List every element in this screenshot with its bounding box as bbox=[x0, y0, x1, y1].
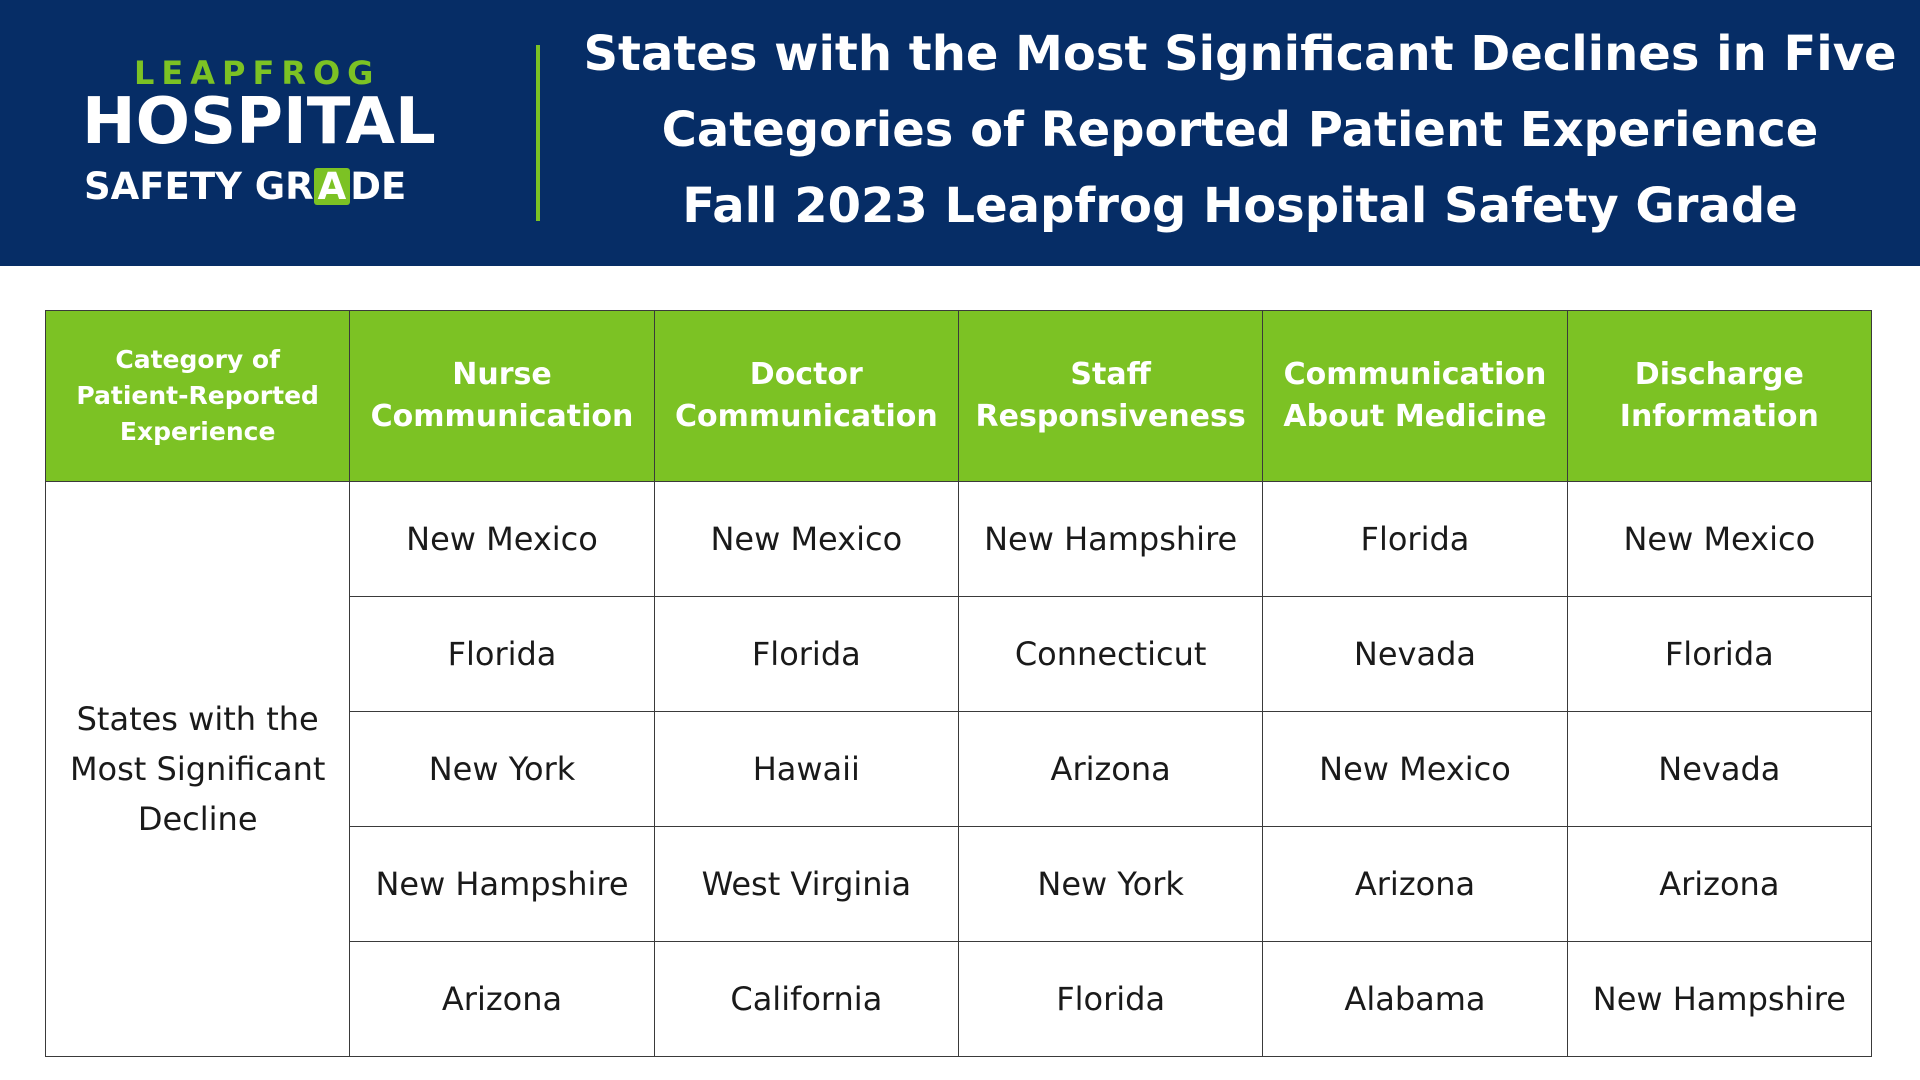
table-cell: Arizona bbox=[1262, 826, 1568, 942]
row-label-line-1: States with the bbox=[76, 700, 319, 738]
header-doctor-communication: Doctor Communication bbox=[653, 310, 959, 482]
table-cell: Arizona bbox=[349, 941, 655, 1057]
table-header-row: Category of Patient-Reported Experience … bbox=[44, 310, 1873, 482]
table-cell: New Hampshire bbox=[957, 481, 1264, 597]
leapfrog-logo: LEAPFROG HOSPITAL SAFETY GR A DE bbox=[82, 50, 436, 220]
header-nurse-communication: Nurse Communication bbox=[349, 310, 655, 482]
header-line-2: Communication bbox=[370, 399, 634, 434]
page-title: States with the Most Significant Decline… bbox=[560, 16, 1920, 244]
table-cell: Arizona bbox=[957, 711, 1264, 827]
logo-safety-grade-pre: SAFETY GR bbox=[84, 165, 314, 208]
header-line-2: About Medicine bbox=[1283, 399, 1547, 434]
table-cell: West Virginia bbox=[653, 826, 959, 942]
logo-hospital-text: HOSPITAL bbox=[82, 85, 436, 159]
header-category-line-1: Category of bbox=[115, 345, 280, 374]
header-line-1: Staff bbox=[1070, 357, 1151, 392]
table-cell: Alabama bbox=[1262, 941, 1568, 1057]
table-cell: Florida bbox=[957, 941, 1264, 1057]
header-divider bbox=[536, 45, 540, 221]
logo-grade-badge: A bbox=[313, 168, 351, 205]
header-banner: LEAPFROG HOSPITAL SAFETY GR A DE States wi… bbox=[0, 0, 1920, 266]
header-line-2: Communication bbox=[674, 399, 938, 434]
table-cell: New Hampshire bbox=[1566, 941, 1873, 1057]
table-cell: Florida bbox=[1262, 481, 1568, 597]
table-cell: New York bbox=[349, 711, 655, 827]
header-category: Category of Patient-Reported Experience bbox=[44, 310, 351, 482]
header-line-1: Nurse bbox=[452, 357, 552, 392]
row-label-line-3: Decline bbox=[137, 800, 258, 838]
table-cell: Florida bbox=[349, 596, 655, 712]
table-cell: California bbox=[653, 941, 959, 1057]
table-row: New Hampshire West Virginia New York Ari… bbox=[46, 826, 1873, 942]
header-line-1: Communication bbox=[1283, 357, 1547, 392]
table-cell: Connecticut bbox=[957, 596, 1264, 712]
table-cell: New Mexico bbox=[653, 481, 959, 597]
table-cell: Arizona bbox=[1566, 826, 1873, 942]
logo-leapfrog-text: LEAPFROG bbox=[134, 54, 381, 92]
table-row: Arizona California Florida Alabama New H… bbox=[46, 941, 1873, 1057]
title-line-1: States with the Most Significant Decline… bbox=[583, 26, 1897, 82]
header-line-1: Doctor bbox=[749, 357, 863, 392]
table-cell: New York bbox=[957, 826, 1264, 942]
header-category-line-3: Experience bbox=[119, 417, 276, 446]
row-label-line-2: Most Significant bbox=[69, 750, 326, 788]
header-line-2: Information bbox=[1619, 399, 1819, 434]
table-row: New York Hawaii Arizona New Mexico Nevad… bbox=[46, 711, 1873, 827]
table-cell: New Hampshire bbox=[349, 826, 655, 942]
table-row: Florida Florida Connecticut Nevada Flori… bbox=[46, 596, 1873, 712]
table-cell: Nevada bbox=[1566, 711, 1873, 827]
table-cell: New Mexico bbox=[1262, 711, 1568, 827]
table-row: States with the Most Significant Decline… bbox=[44, 481, 1873, 1057]
row-label-most-significant-decline: States with the Most Significant Decline bbox=[44, 481, 351, 1057]
title-line-2: Categories of Reported Patient Experienc… bbox=[661, 102, 1819, 158]
table-cell: New Mexico bbox=[1566, 481, 1873, 597]
declines-table: Category of Patient-Reported Experience … bbox=[44, 310, 1873, 1057]
table-cell: New Mexico bbox=[349, 481, 655, 597]
table-cell: Nevada bbox=[1262, 596, 1568, 712]
header-staff-responsiveness: Staff Responsiveness bbox=[957, 310, 1264, 482]
header-line-1: Discharge bbox=[1634, 357, 1804, 392]
logo-safety-grade-post: DE bbox=[350, 165, 407, 208]
logo-safety-grade-text: SAFETY GR A DE bbox=[84, 168, 406, 205]
table-cell: Florida bbox=[1566, 596, 1873, 712]
header-line-2: Responsiveness bbox=[975, 399, 1246, 434]
title-line-3: Fall 2023 Leapfrog Hospital Safety Grade bbox=[682, 178, 1798, 234]
table-cell: Florida bbox=[653, 596, 959, 712]
header-discharge-information: Discharge Information bbox=[1566, 310, 1873, 482]
header-communication-about-medicine: Communication About Medicine bbox=[1262, 310, 1568, 482]
header-category-line-2: Patient-Reported bbox=[76, 381, 319, 410]
table-cell: Hawaii bbox=[653, 711, 959, 827]
